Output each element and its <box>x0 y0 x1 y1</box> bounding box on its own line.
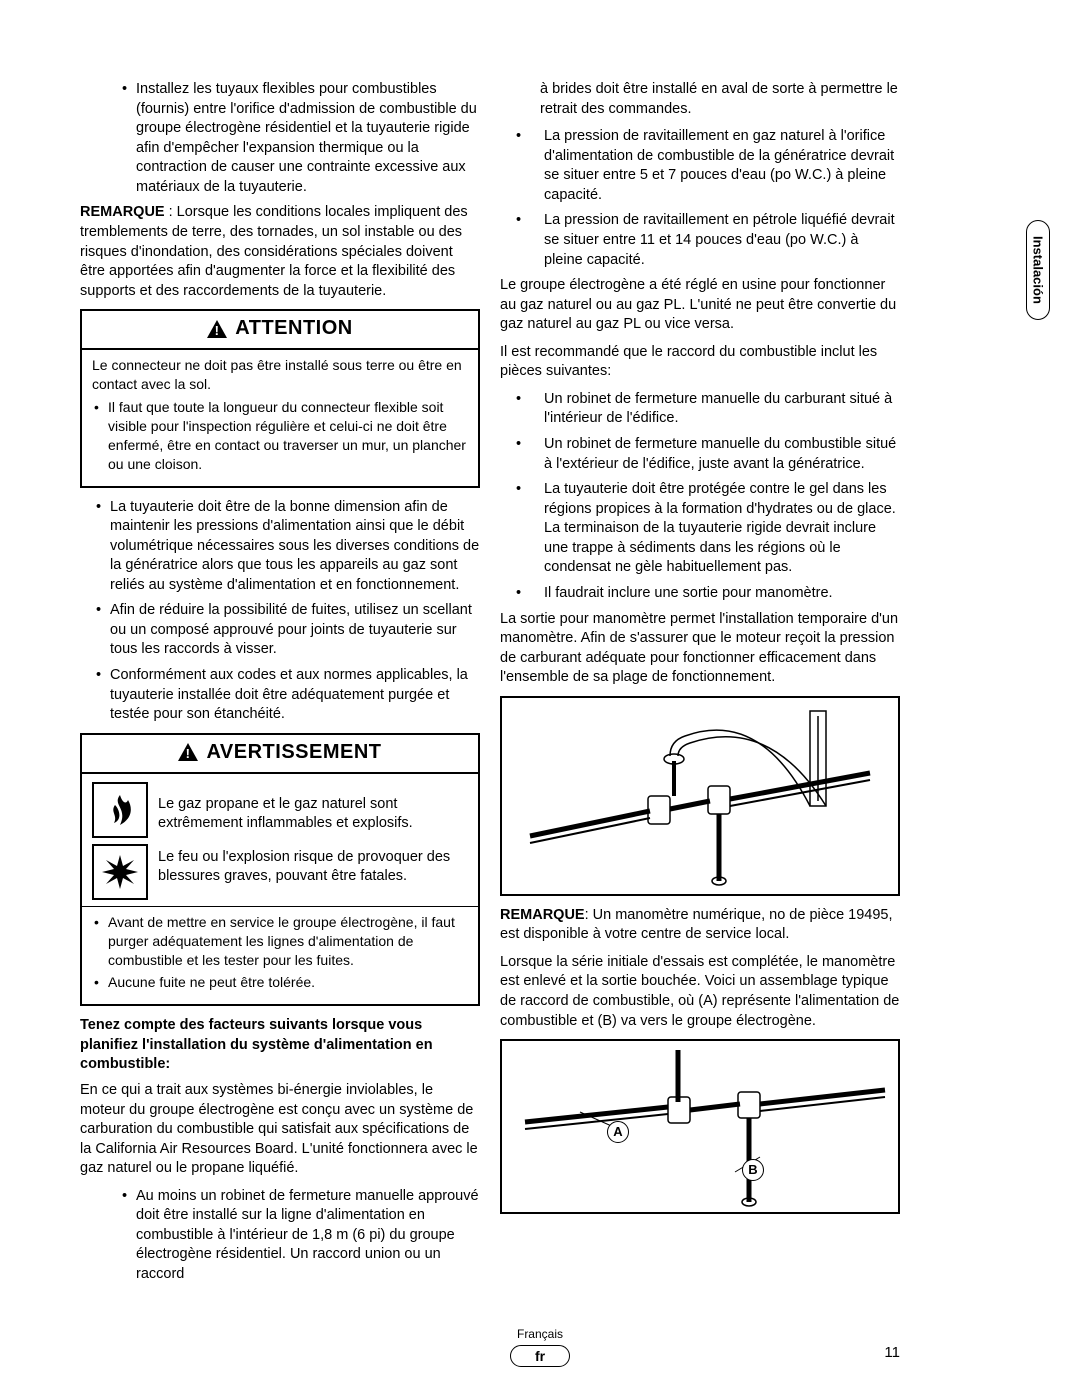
svg-text:!: ! <box>215 323 220 338</box>
bullet: Avant de mettre en service le groupe éle… <box>92 913 468 970</box>
bullet: La tuyauterie doit être protégée contre … <box>500 480 900 578</box>
remarque-label: REMARQUE <box>500 907 585 923</box>
remarque2: REMARQUE: Un manomètre numérique, no de … <box>500 906 900 945</box>
left-column: Installez les tuyaux flexibles pour comb… <box>80 80 480 1291</box>
remarque-label: REMARQUE <box>80 204 165 220</box>
svg-text:!: ! <box>186 746 191 761</box>
bullet: Il faut que toute la longueur du connect… <box>92 398 468 474</box>
label-b: B <box>742 1159 764 1181</box>
explosion-icon <box>92 844 148 900</box>
attention-title-text: ATTENTION <box>235 315 352 342</box>
attention-box: ! ATTENTION Le connecteur ne doit pas êt… <box>80 309 480 487</box>
bullet: La pression de ravitaillement en pétrole… <box>500 211 900 270</box>
warning-triangle-icon: ! <box>207 320 227 338</box>
side-tab: Instalación <box>1026 220 1050 320</box>
avertissement-box: ! AVERTISSEMENT Le gaz propane et le gaz… <box>80 733 480 1007</box>
bullet: La pression de ravitaillement en gaz nat… <box>500 127 900 205</box>
bullet: Aucune fuite ne peut être tolérée. <box>92 973 468 992</box>
bullet: Installez les tuyaux flexibles pour comb… <box>80 80 480 197</box>
bold-para: Tenez compte des facteurs suivants lorsq… <box>80 1016 480 1075</box>
avert-w1: Le gaz propane et le gaz naturel sont ex… <box>158 795 468 834</box>
bullet: Afin de réduire la possibilité de fuites… <box>80 601 480 660</box>
page-number: 11 <box>884 1344 900 1361</box>
bullet: Un robinet de fermeture manuelle du carb… <box>500 390 900 429</box>
side-tab-label: Instalación <box>1031 236 1046 304</box>
avert-text: Le gaz propane et le gaz naturel sont ex… <box>158 782 468 900</box>
para: Le groupe électrogène a été réglé en usi… <box>500 276 900 335</box>
bullet: Il faudrait inclure une sortie pour mano… <box>500 584 900 604</box>
label-a: A <box>607 1121 629 1143</box>
avert-body: Avant de mettre en service le groupe éle… <box>82 906 478 1005</box>
figure-assembly: A B <box>500 1039 900 1214</box>
attention-p1: Le connecteur ne doit pas être installé … <box>92 356 468 394</box>
avert-title-text: AVERTISSEMENT <box>206 739 381 766</box>
footer-lang: Français <box>0 1327 1080 1341</box>
para: En ce qui a trait aux systèmes bi-énergi… <box>80 1081 480 1179</box>
para: La sortie pour manomètre permet l'instal… <box>500 610 900 688</box>
avert-title: ! AVERTISSEMENT <box>82 735 478 774</box>
right-column: à brides doit être installé en aval de s… <box>500 80 900 1291</box>
avert-icons-row: Le gaz propane et le gaz naturel sont ex… <box>82 774 478 906</box>
para: Lorsque la série initiale d'essais est c… <box>500 953 900 1031</box>
warning-triangle-icon: ! <box>178 743 198 761</box>
cont-text: à brides doit être installé en aval de s… <box>500 80 900 119</box>
bullet: Conformément aux codes et aux normes app… <box>80 666 480 725</box>
footer-pill: fr <box>510 1345 570 1367</box>
avert-w2: Le feu ou l'explosion risque de provoque… <box>158 848 468 887</box>
remarque: REMARQUE : Lorsque les conditions locale… <box>80 203 480 301</box>
attention-body: Le connecteur ne doit pas être installé … <box>82 350 478 485</box>
page-columns: Installez les tuyaux flexibles pour comb… <box>80 80 1020 1291</box>
footer: Français fr <box>0 1327 1080 1367</box>
bullet: La tuyauterie doit être de la bonne dime… <box>80 498 480 596</box>
fire-icon <box>92 782 148 838</box>
figure-manometer <box>500 696 900 896</box>
bullet: Au moins un robinet de fermeture manuell… <box>80 1187 480 1285</box>
bullet: Un robinet de fermeture manuelle du comb… <box>500 435 900 474</box>
para: Il est recommandé que le raccord du comb… <box>500 343 900 382</box>
attention-title: ! ATTENTION <box>82 311 478 350</box>
